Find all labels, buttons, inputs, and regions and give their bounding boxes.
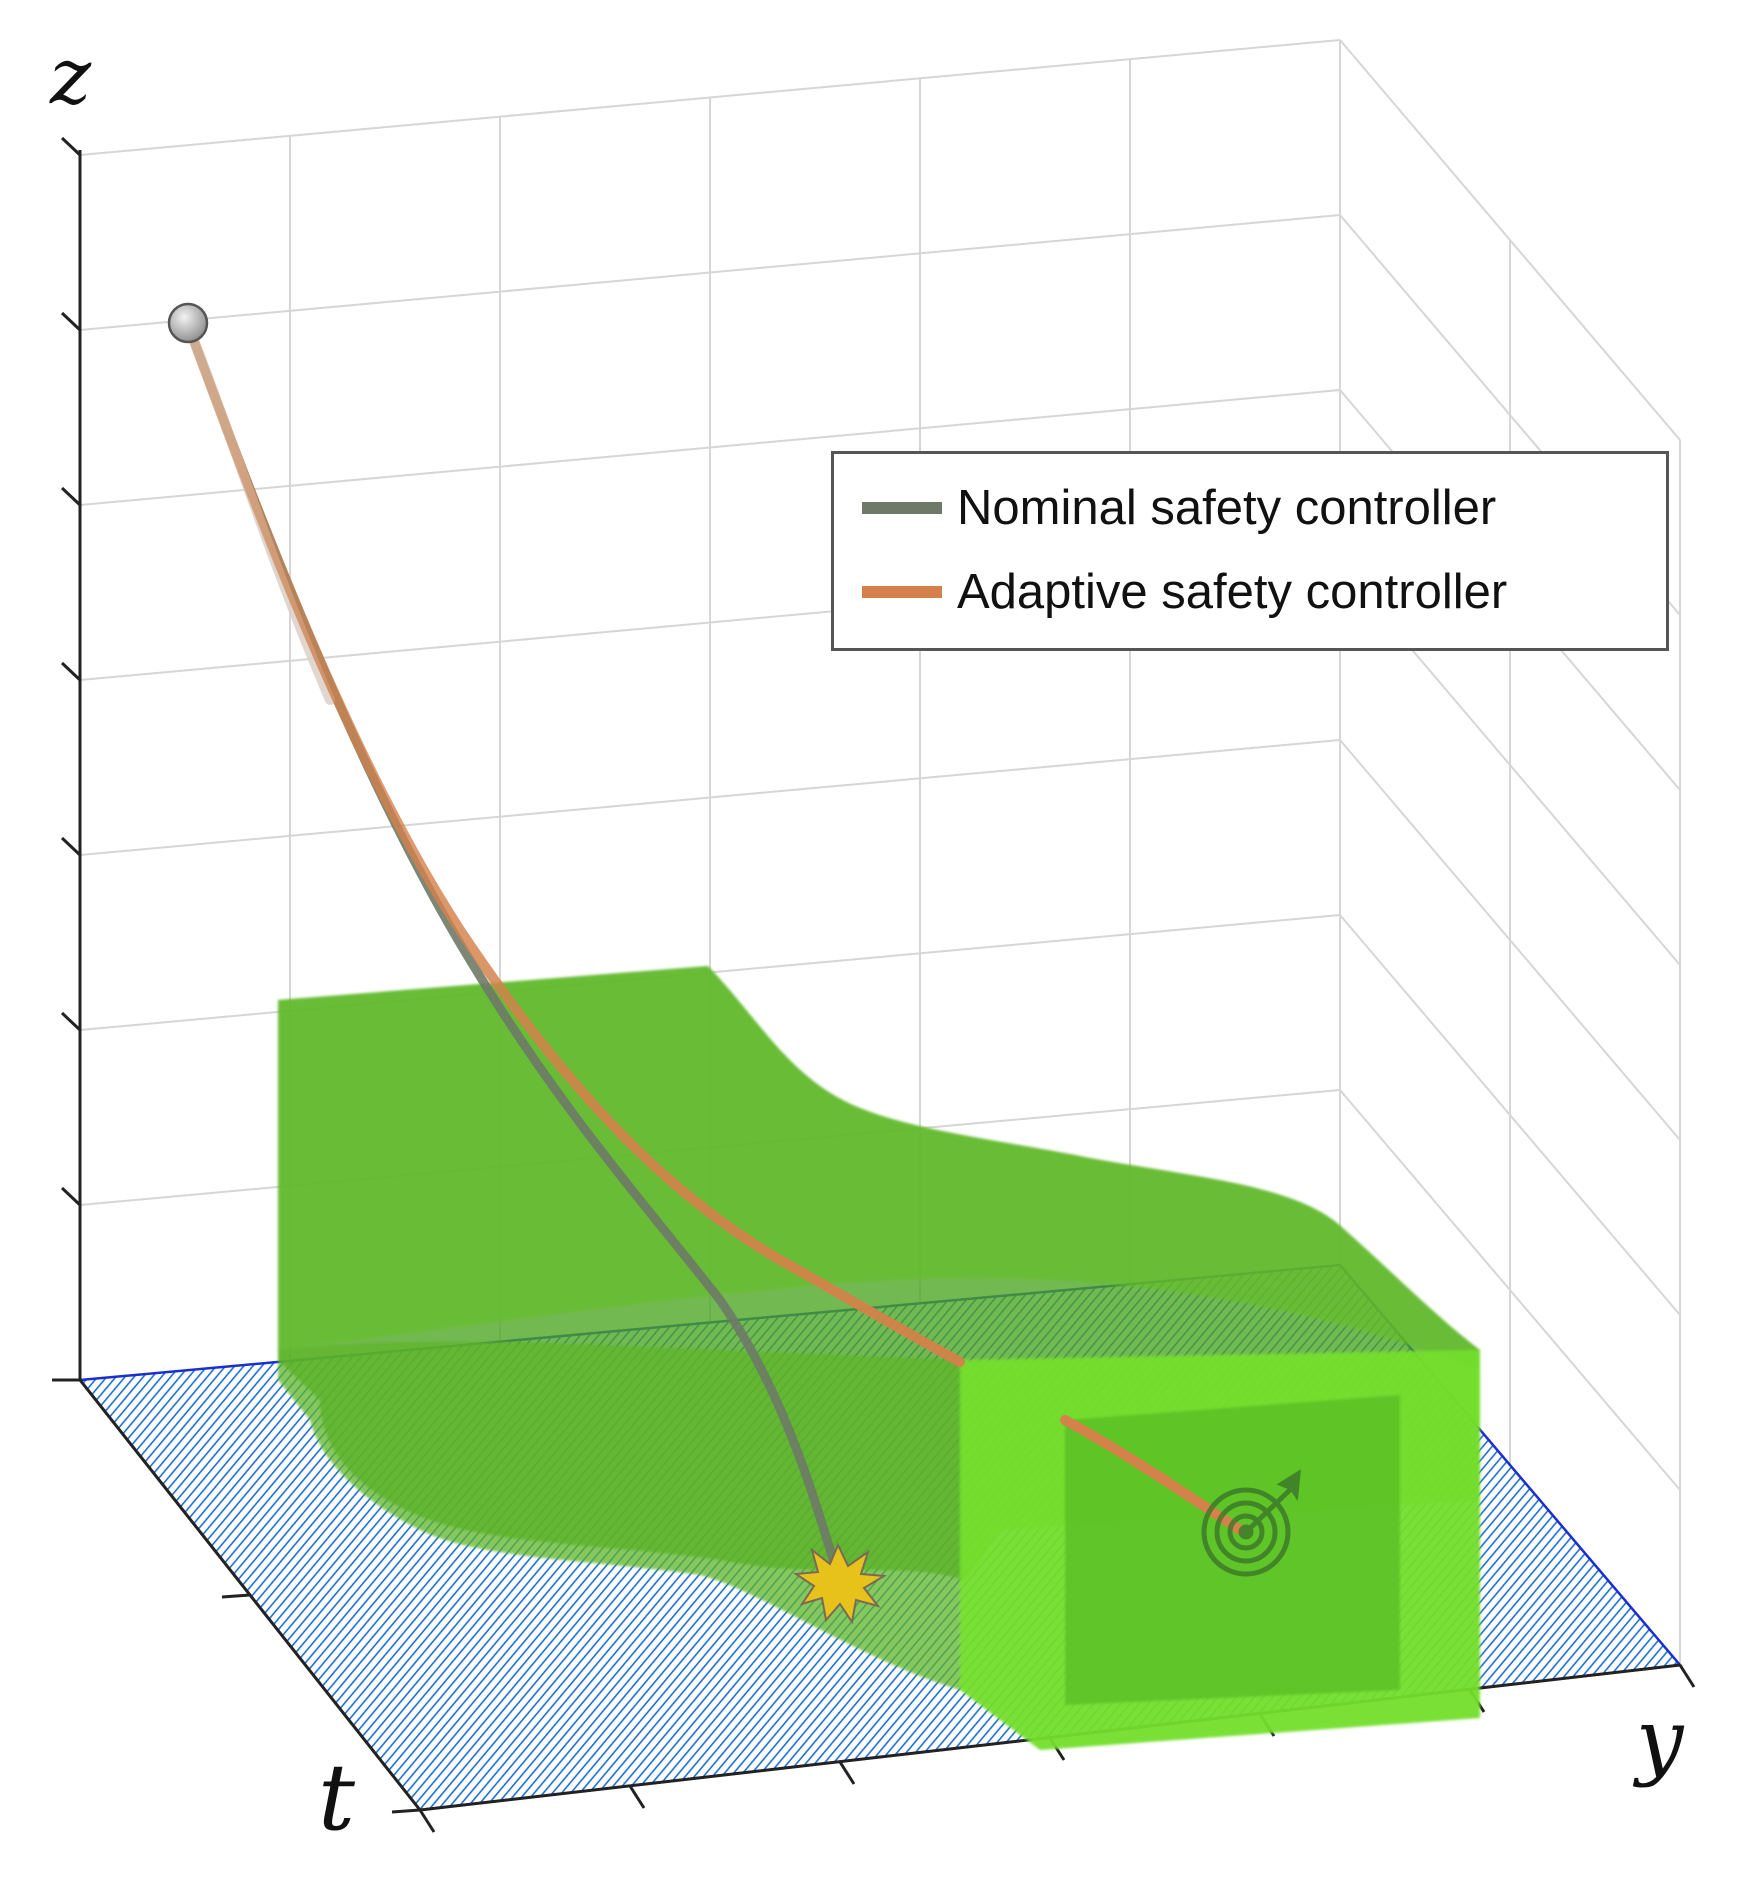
legend-item-nominal: Nominal safety controller [0, 478, 1750, 538]
legend-swatch-nominal [862, 502, 942, 514]
z-axis [52, 136, 82, 1382]
adaptive-trajectory-end [1060, 1415, 1245, 1535]
legend-label-nominal: Nominal safety controller [957, 481, 1497, 535]
legend [831, 451, 1669, 651]
legend-label-adaptive: Adaptive safety controller [957, 565, 1508, 619]
circle-start-icon [167, 302, 209, 344]
t-axis-label: t [318, 1744, 355, 1851]
z-axis-label: z [50, 32, 92, 122]
collision-burst-icon [793, 1542, 888, 1625]
adaptive-trajectory [183, 320, 965, 1367]
legend-swatch-adaptive [862, 586, 942, 598]
y-axis-label: y [1636, 1691, 1684, 1789]
legend-item-adaptive: Adaptive safety controller [0, 562, 1750, 622]
target-bullseye-icon [1201, 1469, 1301, 1577]
t-axis [78, 1379, 422, 1814]
